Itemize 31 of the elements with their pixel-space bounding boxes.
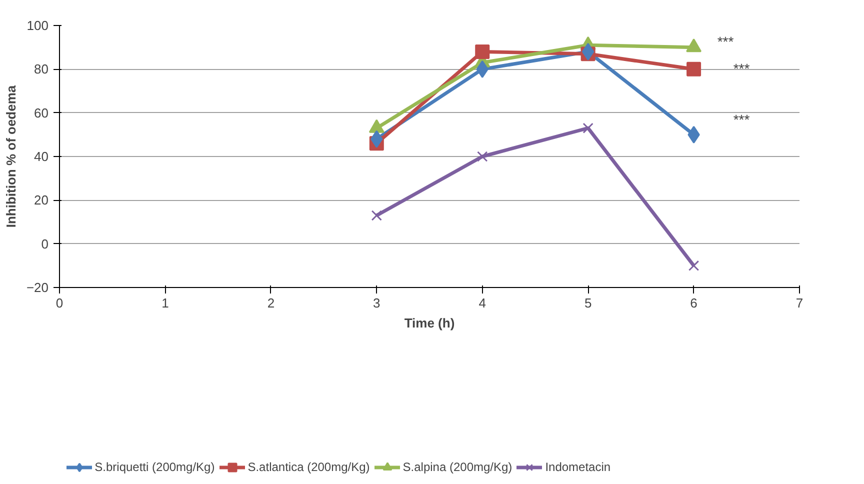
x-tick-label: 3 — [373, 296, 380, 310]
legend-label: S.atlantica (200mg/Kg) — [248, 460, 370, 474]
y-tick-label: 100 — [26, 18, 49, 33]
legend-label: Indometacin — [545, 460, 611, 474]
x-tick-label: 0 — [56, 296, 64, 310]
y-tick-label: 0 — [41, 236, 49, 252]
y-axis-title: Inhibition % of oedema — [3, 84, 18, 228]
y-tick-label: 20 — [34, 192, 49, 208]
x-tick-label: 1 — [162, 296, 169, 310]
point — [686, 62, 702, 76]
y-tick-label: 60 — [34, 105, 49, 120]
y-tick-label: −20 — [26, 280, 49, 295]
point — [371, 210, 382, 221]
annotation: *** — [733, 60, 750, 76]
point — [582, 42, 594, 60]
point — [475, 44, 490, 59]
x-tick-label: 6 — [690, 296, 698, 310]
annotation: *** — [733, 112, 750, 128]
x-tick-label: 4 — [478, 296, 486, 310]
point — [477, 151, 488, 162]
legend-label: S.alpina (200mg/Kg) — [402, 460, 512, 474]
y-tick-label: 40 — [34, 149, 49, 164]
x-axis-title: Time (h) — [404, 316, 455, 330]
legend-label: S.briquetti (200mg/Kg) — [94, 460, 215, 474]
x-tick-label: 2 — [267, 296, 275, 310]
x-tick-label: 7 — [796, 296, 804, 310]
point — [688, 260, 700, 272]
x-tick-label: 5 — [584, 296, 592, 310]
point — [582, 122, 594, 134]
annotation: *** — [717, 34, 734, 50]
y-tick-label: 80 — [34, 62, 49, 77]
